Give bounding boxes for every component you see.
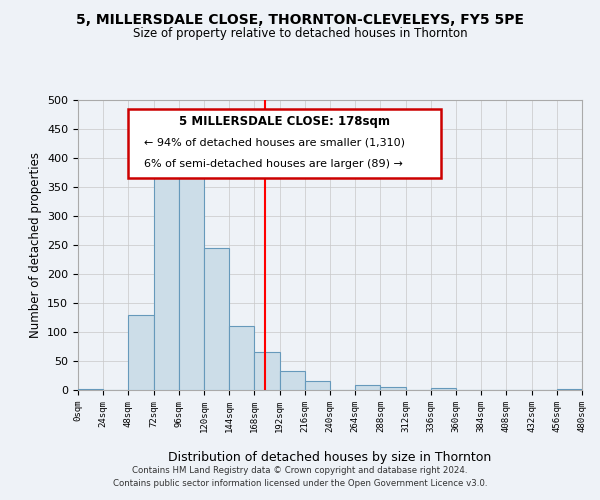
Bar — [128, 314, 154, 390]
FancyBboxPatch shape — [128, 108, 441, 178]
Bar — [154, 172, 179, 390]
Bar — [254, 352, 280, 390]
Bar — [280, 372, 305, 390]
Bar — [431, 388, 456, 390]
Y-axis label: Number of detached properties: Number of detached properties — [29, 152, 41, 338]
Bar — [78, 389, 103, 390]
Text: 6% of semi-detached houses are larger (89) →: 6% of semi-detached houses are larger (8… — [143, 160, 403, 170]
Text: ← 94% of detached houses are smaller (1,310): ← 94% of detached houses are smaller (1,… — [143, 138, 404, 147]
Bar — [380, 387, 406, 390]
Text: 5, MILLERSDALE CLOSE, THORNTON-CLEVELEYS, FY5 5PE: 5, MILLERSDALE CLOSE, THORNTON-CLEVELEYS… — [76, 12, 524, 26]
Text: Size of property relative to detached houses in Thornton: Size of property relative to detached ho… — [133, 28, 467, 40]
Bar — [229, 326, 254, 390]
Bar — [557, 389, 582, 390]
Bar — [179, 150, 204, 390]
Bar — [355, 386, 380, 390]
Text: Distribution of detached houses by size in Thornton: Distribution of detached houses by size … — [169, 451, 491, 464]
Text: 5 MILLERSDALE CLOSE: 178sqm: 5 MILLERSDALE CLOSE: 178sqm — [179, 114, 390, 128]
Text: Contains HM Land Registry data © Crown copyright and database right 2024.
Contai: Contains HM Land Registry data © Crown c… — [113, 466, 487, 487]
Bar — [305, 380, 330, 390]
Bar — [204, 248, 229, 390]
